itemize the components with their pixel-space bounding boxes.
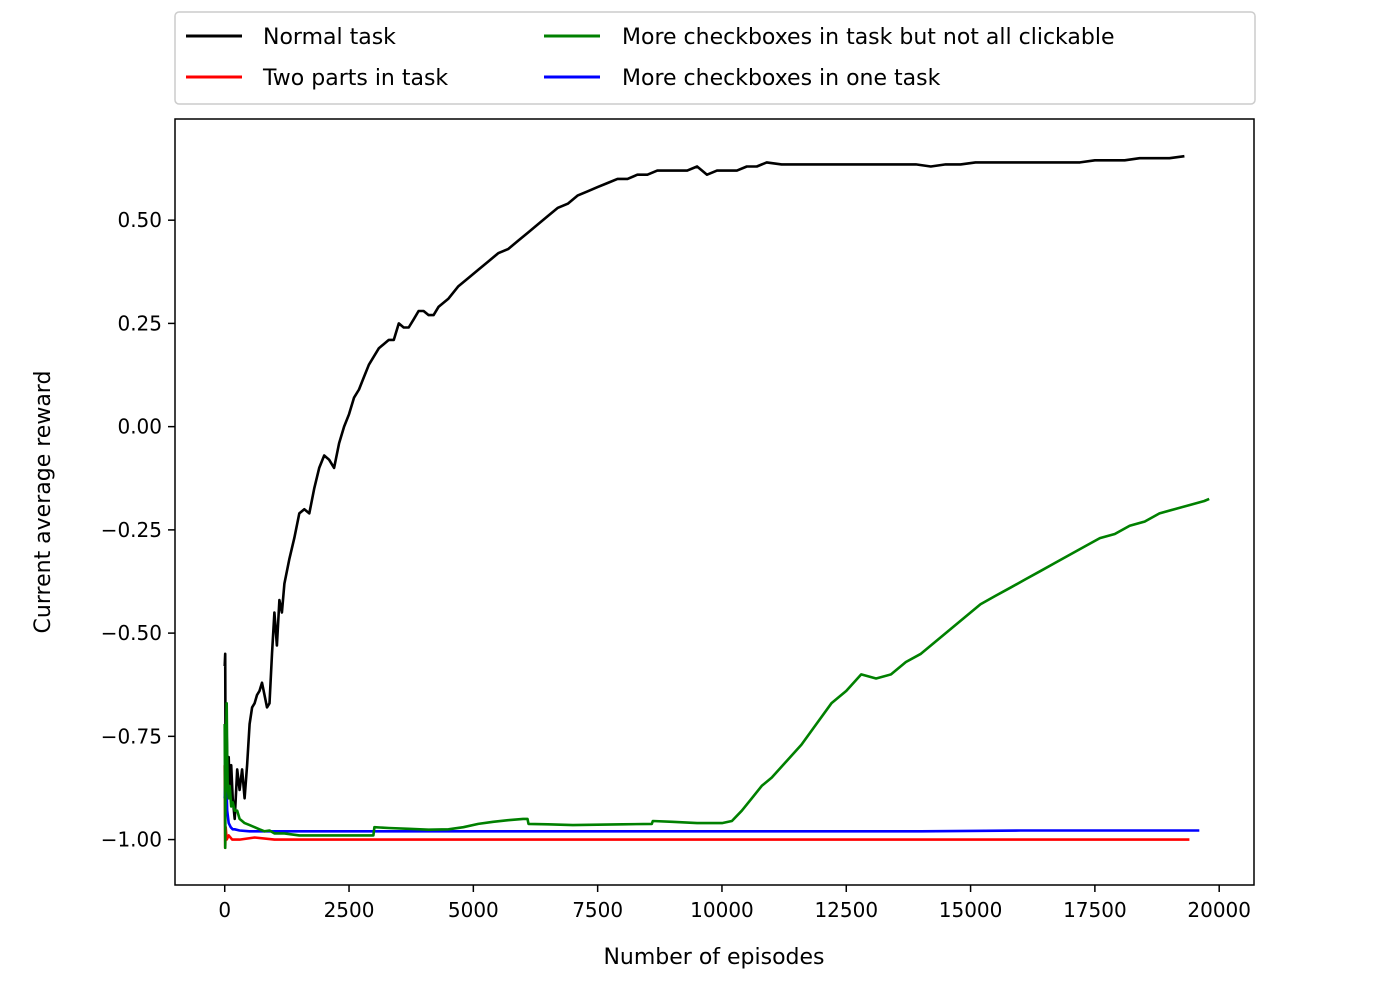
legend-label-not-all-clickable: More checkboxes in task but not all clic… <box>622 25 1115 50</box>
x-axis: 0 2500 5000 7500 10000 12500 15000 17500 20000 <box>218 885 1251 922</box>
x-tick-label: 7500 <box>572 898 623 922</box>
y-tick-label: −0.50 <box>101 621 162 645</box>
plot-area <box>174 118 1255 886</box>
y-tick-label: 0.50 <box>117 208 162 232</box>
series-line-normal-task <box>223 154 1185 821</box>
series-layer <box>223 154 1210 850</box>
y-tick-label: 0.25 <box>117 311 162 335</box>
y-tick-label: 0.00 <box>117 415 162 439</box>
y-axis: 0.50 0.25 0.00 −0.25 −0.50 −0.75 −1.00 <box>101 208 175 852</box>
x-axis-label: Number of episodes <box>603 945 824 970</box>
series-line-not-all-clickable <box>223 497 1210 850</box>
x-tick-label: 20000 <box>1187 898 1251 922</box>
legend-label-one-task: More checkboxes in one task <box>622 66 941 91</box>
x-tick-label: 12500 <box>814 898 878 922</box>
x-tick-label: 17500 <box>1063 898 1127 922</box>
y-tick-label: −0.25 <box>101 518 162 542</box>
legend-frame <box>174 11 1256 105</box>
x-tick-label: 15000 <box>939 898 1003 922</box>
plot-frame <box>174 118 1255 886</box>
legend: Normal task Two parts in task More check… <box>174 11 1256 105</box>
x-tick-label: 2500 <box>324 898 375 922</box>
legend-label-normal-task: Normal task <box>263 25 396 50</box>
legend-label-two-parts: Two parts in task <box>262 66 448 91</box>
y-tick-label: −1.00 <box>101 828 162 852</box>
x-tick-label: 0 <box>218 898 231 922</box>
y-axis-label: Current average reward <box>31 371 56 634</box>
x-tick-label: 10000 <box>690 898 754 922</box>
x-tick-label: 5000 <box>448 898 499 922</box>
y-tick-label: −0.75 <box>101 724 162 748</box>
